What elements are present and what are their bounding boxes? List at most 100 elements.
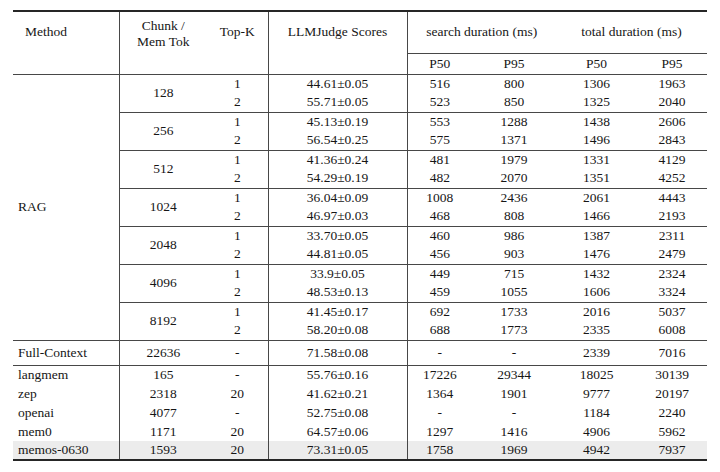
topk-cell: 1 <box>207 302 268 321</box>
total-p95-cell: 2479 <box>637 245 707 264</box>
score-cell: 33.9±0.05 <box>268 264 407 283</box>
chunk-size-cell: 22636 <box>119 340 207 365</box>
total-p95-cell: 5037 <box>637 302 707 321</box>
chunk-size-cell: 1171 <box>119 422 207 441</box>
score-cell: 64.57±0.06 <box>268 422 407 441</box>
topk-cell: 20 <box>207 384 268 403</box>
total-p95-cell: 2606 <box>637 112 707 131</box>
search-p95-cell: 986 <box>472 226 556 245</box>
table-row: Full-Context 22636 - 71.58±0.08 - - 2339… <box>13 340 707 365</box>
total-p50-cell: 1184 <box>556 403 637 422</box>
score-cell: 46.97±0.03 <box>268 207 407 226</box>
method-cell: memos-0630 <box>13 441 119 460</box>
topk-cell: 2 <box>207 207 268 226</box>
topk-cell: 20 <box>207 422 268 441</box>
chunk-size-cell: 8192 <box>119 302 207 340</box>
total-p50-cell: 1351 <box>556 169 637 188</box>
total-p95-cell: 20197 <box>637 384 707 403</box>
chunk-header-line2: Mem Tok <box>137 34 189 49</box>
total-p50-cell: 4906 <box>556 422 637 441</box>
topk-cell: 2 <box>207 169 268 188</box>
search-p95-cell: 29344 <box>472 365 556 384</box>
search-p95-cell: 850 <box>472 93 556 112</box>
topk-cell: - <box>207 340 268 365</box>
search-p50-cell: 449 <box>407 264 472 283</box>
method-cell-rag: RAG <box>13 74 119 340</box>
topk-cell: 1 <box>207 74 268 93</box>
method-cell: openai <box>13 403 119 422</box>
chunk-size-cell: 4077 <box>119 403 207 422</box>
total-p95-cell: 2240 <box>637 403 707 422</box>
table-row: RAG 128 1 44.61±0.05 516 800 1306 1963 <box>13 74 707 93</box>
total-p50-cell: 2061 <box>556 188 637 207</box>
chunk-size-cell: 4096 <box>119 264 207 302</box>
total-p50-cell: 1606 <box>556 283 637 302</box>
col-header-topk: Top-K <box>207 11 268 74</box>
total-p50-cell: 2339 <box>556 340 637 365</box>
score-cell: 41.45±0.17 <box>268 302 407 321</box>
chunk-size-cell: 128 <box>119 74 207 112</box>
score-cell: 48.53±0.13 <box>268 283 407 302</box>
search-p50-cell: 692 <box>407 302 472 321</box>
score-cell: 41.36±0.24 <box>268 150 407 169</box>
total-p50-cell: 1438 <box>556 112 637 131</box>
score-cell: 71.58±0.08 <box>268 340 407 365</box>
search-p95-cell: 2070 <box>472 169 556 188</box>
topk-cell: 1 <box>207 188 268 207</box>
chunk-size-cell: 2318 <box>119 384 207 403</box>
table-row: mem0 1171 20 64.57±0.06 1297 1416 4906 5… <box>13 422 707 441</box>
total-p50-cell: 1432 <box>556 264 637 283</box>
col-header-search-duration: search duration (ms) <box>407 11 556 53</box>
topk-cell: - <box>207 365 268 384</box>
total-p50-cell: 1331 <box>556 150 637 169</box>
col-header-chunk-mem-tok: Chunk / Mem Tok <box>119 11 207 74</box>
topk-cell: 1 <box>207 226 268 245</box>
score-cell: 73.31±0.05 <box>268 441 407 460</box>
chunk-size-cell: 512 <box>119 150 207 188</box>
search-p95-cell: 1969 <box>472 441 556 460</box>
table-row: zep 2318 20 41.62±0.21 1364 1901 9777 20… <box>13 384 707 403</box>
table-row-highlighted: memos-0630 1593 20 73.31±0.05 1758 1969 … <box>13 441 707 460</box>
score-cell: 36.04±0.09 <box>268 188 407 207</box>
score-cell: 44.81±0.05 <box>268 245 407 264</box>
topk-cell: 1 <box>207 112 268 131</box>
total-p50-cell: 9777 <box>556 384 637 403</box>
search-p50-cell: - <box>407 340 472 365</box>
table-body: RAG 128 1 44.61±0.05 516 800 1306 1963 2… <box>13 74 707 460</box>
search-p95-cell: - <box>472 340 556 365</box>
search-p50-cell: 1364 <box>407 384 472 403</box>
topk-cell: 2 <box>207 283 268 302</box>
score-cell: 33.70±0.05 <box>268 226 407 245</box>
total-p50-cell: 2335 <box>556 321 637 340</box>
search-p50-cell: - <box>407 403 472 422</box>
table-row: langmem 165 - 55.76±0.16 17226 29344 180… <box>13 365 707 384</box>
topk-cell: 2 <box>207 321 268 340</box>
score-cell: 41.62±0.21 <box>268 384 407 403</box>
total-p95-cell: 30139 <box>637 365 707 384</box>
total-p50-cell: 18025 <box>556 365 637 384</box>
total-p95-cell: 4443 <box>637 188 707 207</box>
search-p50-cell: 456 <box>407 245 472 264</box>
method-cell: mem0 <box>13 422 119 441</box>
col-header-total-duration: total duration (ms) <box>556 11 707 53</box>
total-p95-cell: 1963 <box>637 74 707 93</box>
search-p50-cell: 1297 <box>407 422 472 441</box>
search-p95-cell: 903 <box>472 245 556 264</box>
page: Method Chunk / Mem Tok Top-K LLMJudge Sc… <box>0 0 720 461</box>
table-header-row: Method Chunk / Mem Tok Top-K LLMJudge Sc… <box>13 11 707 53</box>
total-p95-cell: 2324 <box>637 264 707 283</box>
score-cell: 45.13±0.19 <box>268 112 407 131</box>
search-p50-cell: 468 <box>407 207 472 226</box>
search-p50-cell: 516 <box>407 74 472 93</box>
score-cell: 55.71±0.05 <box>268 93 407 112</box>
total-p95-cell: 5962 <box>637 422 707 441</box>
chunk-size-cell: 256 <box>119 112 207 150</box>
total-p50-cell: 1496 <box>556 131 637 150</box>
subheader-p95-search: P95 <box>472 53 556 74</box>
total-p95-cell: 3324 <box>637 283 707 302</box>
topk-cell: - <box>207 403 268 422</box>
col-header-llmjudge-scores: LLMJudge Scores <box>268 11 407 74</box>
total-p95-cell: 7016 <box>637 340 707 365</box>
col-header-method: Method <box>13 11 119 74</box>
chunk-size-cell: 1593 <box>119 441 207 460</box>
